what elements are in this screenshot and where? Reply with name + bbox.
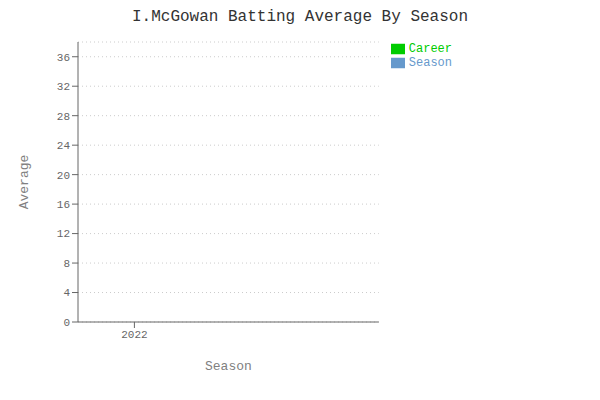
svg-text:8: 8 bbox=[63, 258, 70, 270]
svg-text:36: 36 bbox=[57, 52, 70, 64]
svg-text:Season: Season bbox=[205, 359, 252, 374]
html-text:I.McGowan Batting Average By S: I.McGowan Batting Average By Season bbox=[132, 8, 468, 26]
svg-text:16: 16 bbox=[57, 199, 70, 211]
svg-text:24: 24 bbox=[57, 140, 71, 152]
svg-text:20: 20 bbox=[57, 170, 70, 182]
html-text:Season: Season bbox=[408, 56, 452, 71]
svg-text:2022: 2022 bbox=[121, 329, 147, 341]
svg-text:Average: Average bbox=[17, 155, 32, 210]
svg-text:0: 0 bbox=[63, 317, 70, 329]
svg-text:28: 28 bbox=[57, 111, 70, 123]
svg-text:32: 32 bbox=[57, 81, 70, 93]
svg-text:12: 12 bbox=[57, 228, 70, 240]
svg-text:4: 4 bbox=[63, 287, 70, 299]
html-text:Career: Career bbox=[408, 42, 452, 57]
